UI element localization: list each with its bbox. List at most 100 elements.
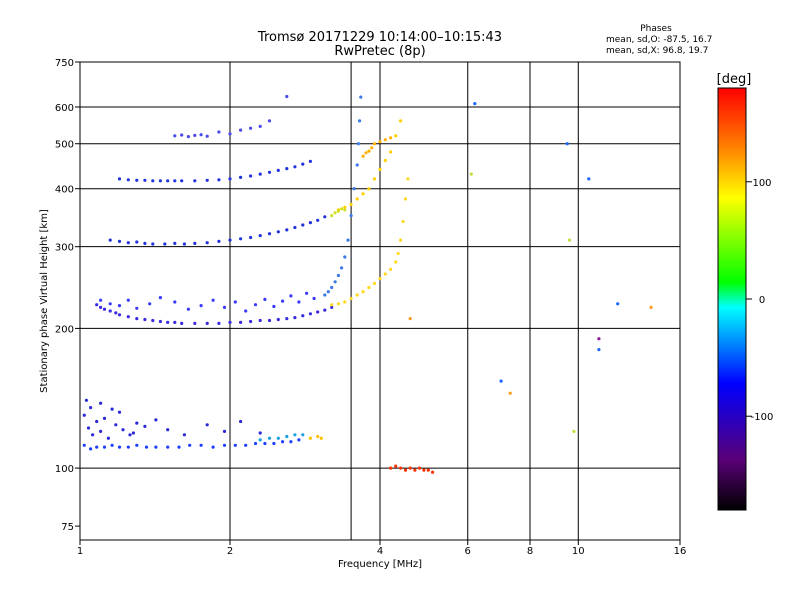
data-point <box>330 285 334 290</box>
data-point <box>166 320 170 324</box>
data-point <box>99 429 103 433</box>
data-point <box>151 242 155 246</box>
x-tick-label: 8 <box>527 546 533 557</box>
data-point <box>308 221 312 225</box>
data-point <box>297 300 301 304</box>
data-point <box>143 241 147 245</box>
y-tick-label: 600 <box>55 103 74 114</box>
data-point <box>326 290 330 294</box>
data-point <box>166 428 170 432</box>
data-point <box>173 320 177 324</box>
data-point <box>239 320 243 324</box>
data-point <box>182 242 186 246</box>
data-point <box>166 445 170 449</box>
data-point <box>349 214 353 218</box>
data-point <box>323 293 327 297</box>
data-point <box>567 238 572 242</box>
data-point <box>330 214 334 218</box>
scatter-points <box>82 94 653 474</box>
data-point <box>89 406 93 410</box>
data-point <box>649 305 653 309</box>
data-point <box>228 320 232 324</box>
data-point <box>417 466 422 470</box>
data-point <box>244 443 248 447</box>
data-point <box>565 142 569 146</box>
data-point <box>180 321 184 325</box>
data-point <box>99 298 103 302</box>
data-point <box>135 178 139 182</box>
data-point <box>121 428 125 432</box>
data-point <box>143 317 147 322</box>
x-tick-label: 6 <box>465 546 471 557</box>
data-point <box>367 149 371 153</box>
data-point <box>316 218 320 222</box>
data-point <box>308 436 312 440</box>
data-point <box>389 136 393 140</box>
data-point <box>158 179 162 183</box>
data-point <box>267 232 272 236</box>
data-point <box>233 443 237 447</box>
data-point <box>301 433 305 437</box>
data-point <box>403 197 408 201</box>
data-point <box>293 225 297 230</box>
data-point <box>301 314 305 318</box>
data-point <box>249 126 253 130</box>
data-point <box>396 251 400 256</box>
data-point <box>616 302 620 306</box>
data-point <box>211 298 215 302</box>
data-point <box>403 468 408 472</box>
data-point <box>173 134 177 138</box>
data-point <box>258 318 262 323</box>
data-point <box>126 178 130 182</box>
data-point <box>276 230 280 234</box>
data-point <box>102 307 107 311</box>
data-point <box>205 178 209 182</box>
data-point <box>222 443 227 447</box>
data-point <box>117 445 122 449</box>
colorbar-tick-label: 0 <box>759 295 765 306</box>
data-point <box>378 167 382 172</box>
data-point <box>108 309 112 313</box>
data-point <box>110 443 114 447</box>
data-point <box>323 308 327 312</box>
data-point <box>239 237 243 241</box>
data-point <box>102 416 107 420</box>
data-point <box>135 306 139 310</box>
data-point <box>422 468 426 472</box>
data-point <box>217 178 221 182</box>
x-tick-label: 1 <box>77 546 83 557</box>
data-point <box>499 379 503 383</box>
x-tick-label: 2 <box>227 546 233 557</box>
data-point <box>228 177 232 181</box>
data-point <box>293 165 297 169</box>
data-point <box>117 313 122 317</box>
y-tick-label: 300 <box>55 243 74 254</box>
data-point <box>135 421 139 425</box>
data-point <box>336 273 340 278</box>
stats-heading: Phases <box>640 24 672 34</box>
data-point <box>143 424 147 428</box>
data-point <box>205 423 209 427</box>
data-point <box>222 429 227 433</box>
data-point <box>249 235 253 240</box>
data-point <box>144 445 149 449</box>
data-point <box>316 310 320 314</box>
data-point <box>343 255 347 259</box>
x-tick-label: 10 <box>572 546 585 557</box>
data-point <box>239 128 243 132</box>
data-point <box>99 305 103 309</box>
data-point <box>158 319 162 324</box>
data-point <box>173 241 177 245</box>
colorbar-tick-label: -100 <box>751 412 774 423</box>
data-point <box>258 438 262 442</box>
data-point <box>508 391 512 395</box>
data-point <box>319 436 323 440</box>
data-point <box>95 445 99 449</box>
data-point <box>399 466 403 470</box>
data-point <box>131 431 135 435</box>
data-point <box>372 281 377 285</box>
data-point <box>82 413 86 417</box>
data-point <box>469 172 473 176</box>
data-point <box>117 177 122 181</box>
data-point <box>211 445 215 449</box>
